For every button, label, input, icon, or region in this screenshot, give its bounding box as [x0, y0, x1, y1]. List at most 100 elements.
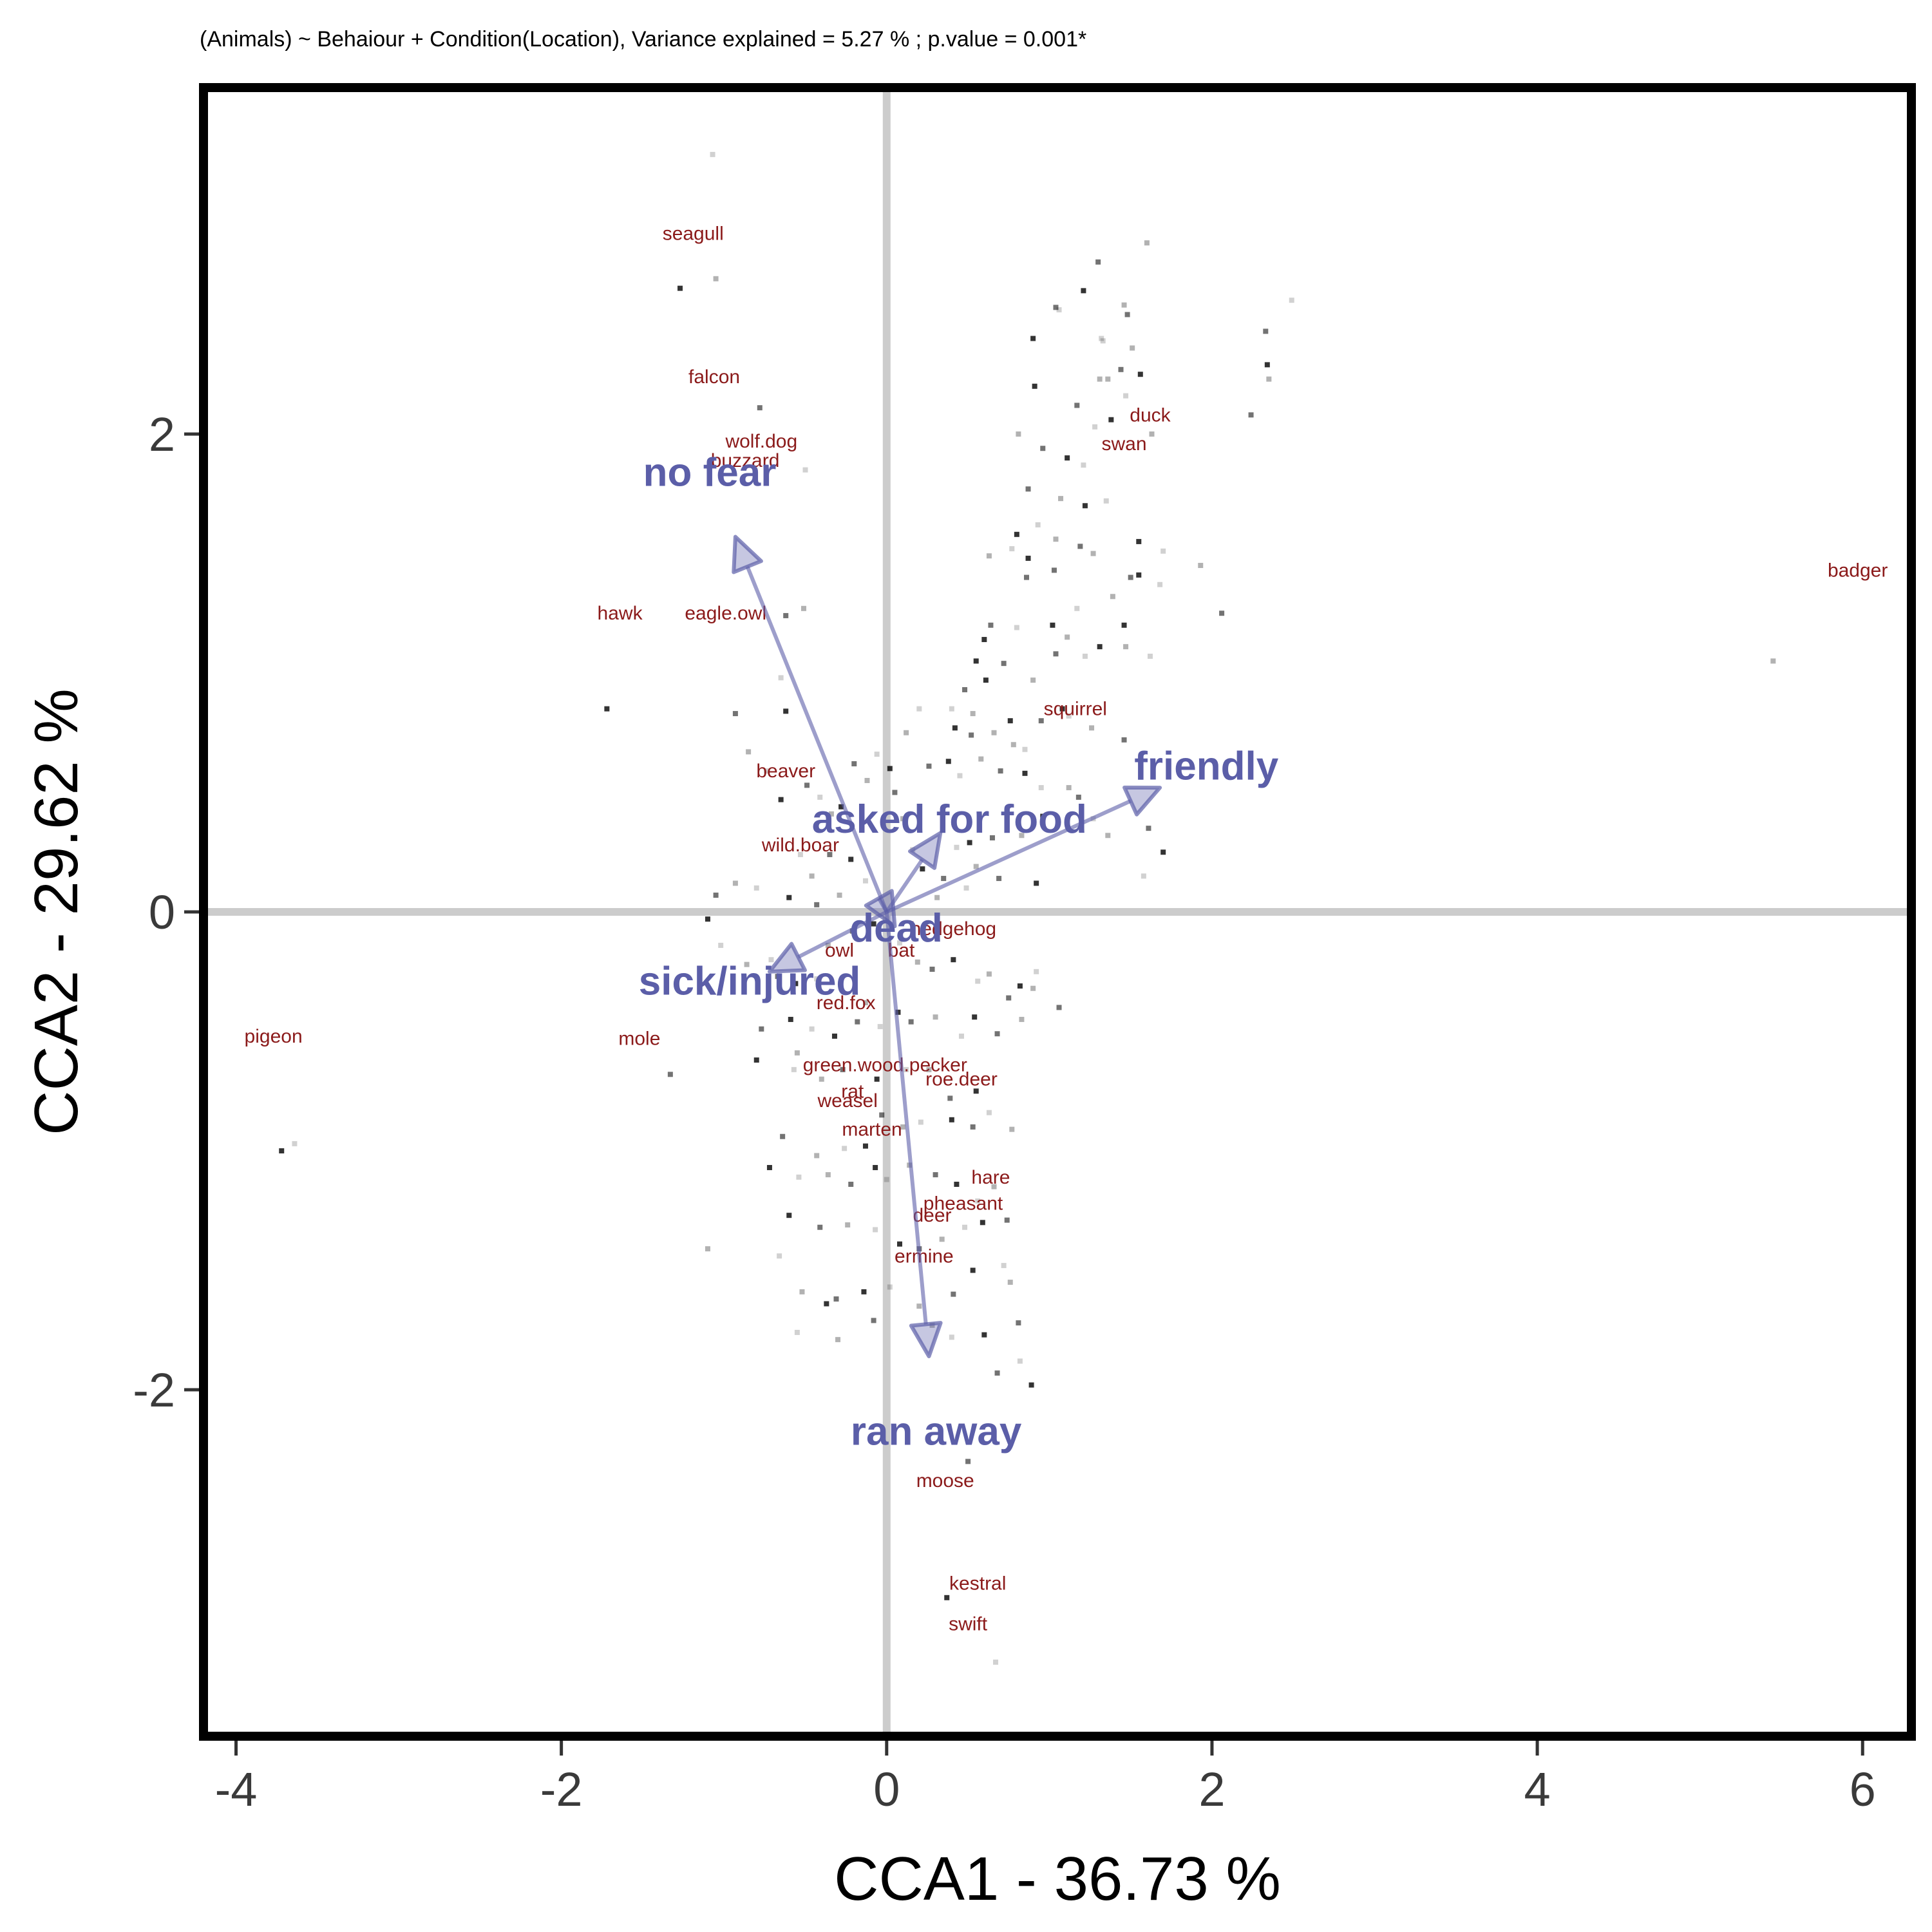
- site-point: [993, 1659, 999, 1665]
- species-label: wild.boar: [761, 835, 839, 856]
- arrow-head: [909, 1321, 943, 1359]
- site-point: [777, 1253, 782, 1259]
- arrow-head: [1122, 785, 1162, 817]
- site-point: [862, 878, 868, 884]
- y-axis-title: CCA2 - 29.62 %: [22, 688, 91, 1135]
- site-point: [1065, 634, 1070, 640]
- site-point: [1040, 446, 1046, 451]
- site-point: [827, 851, 833, 857]
- site-point: [1017, 983, 1023, 989]
- site-point: [908, 1019, 914, 1025]
- site-point: [1009, 1126, 1015, 1132]
- site-point: [1051, 567, 1057, 573]
- site-point: [897, 940, 903, 946]
- site-point: [996, 876, 1002, 882]
- site-point: [972, 1014, 978, 1020]
- site-point: [837, 893, 842, 898]
- site-point: [963, 885, 969, 891]
- site-point: [1010, 742, 1016, 748]
- site-point: [864, 777, 870, 783]
- site-point: [842, 1146, 848, 1151]
- site-point: [926, 763, 932, 769]
- site-point: [991, 1184, 997, 1189]
- site-point: [958, 1033, 964, 1039]
- site-point: [1056, 307, 1062, 313]
- site-point: [604, 706, 610, 712]
- site-point: [835, 1337, 841, 1343]
- panel-border: [199, 83, 1916, 1741]
- site-point: [975, 1198, 981, 1204]
- site-point: [802, 467, 808, 473]
- site-point: [1025, 486, 1031, 492]
- site-point: [1006, 995, 1012, 1001]
- y-tick-label: 0: [149, 886, 175, 939]
- site-point: [1053, 651, 1059, 657]
- site-point: [1030, 677, 1036, 683]
- site-point: [991, 730, 997, 735]
- site-point: [933, 1172, 938, 1178]
- site-point: [732, 880, 738, 886]
- site-point: [667, 1072, 673, 1077]
- site-point: [786, 895, 792, 900]
- site-point: [1074, 402, 1080, 408]
- site-point: [1136, 572, 1142, 578]
- site-point: [1016, 431, 1021, 437]
- site-point: [794, 1050, 800, 1056]
- site-point: [914, 959, 920, 965]
- site-point: [916, 1303, 922, 1309]
- site-point: [904, 1066, 909, 1072]
- site-point: [1266, 376, 1272, 382]
- species-label: kestral: [949, 1573, 1006, 1595]
- site-point: [1097, 644, 1103, 650]
- species-label: beaver: [756, 761, 815, 782]
- site-point: [809, 873, 815, 879]
- species-label: duck: [1130, 404, 1171, 426]
- site-point: [918, 1119, 923, 1125]
- arrow-shaft: [877, 897, 889, 913]
- y-tick-label: -2: [133, 1363, 175, 1417]
- site-point: [1141, 873, 1146, 879]
- site-point: [814, 902, 820, 907]
- site-point: [1001, 661, 1007, 667]
- x-axis-title: CCA1 - 36.73 %: [834, 1844, 1281, 1913]
- site-point: [941, 876, 947, 882]
- site-point: [944, 1595, 950, 1600]
- species-label: moose: [916, 1470, 974, 1492]
- site-point: [949, 706, 954, 712]
- site-point: [1030, 336, 1036, 341]
- site-point: [1007, 718, 1013, 724]
- site-point: [874, 752, 880, 757]
- site-point: [1034, 880, 1039, 886]
- site-point: [1121, 737, 1127, 743]
- site-point: [967, 840, 972, 846]
- site-point: [1081, 288, 1086, 294]
- site-point: [887, 1284, 893, 1290]
- site-point: [1024, 574, 1030, 580]
- site-point: [1034, 969, 1039, 974]
- site-point: [1075, 794, 1081, 800]
- site-point: [954, 844, 960, 850]
- site-point: [934, 895, 940, 900]
- species-label: seagull: [663, 223, 724, 244]
- site-point: [962, 687, 968, 692]
- arrow-shaft: [884, 911, 928, 1325]
- site-point: [1082, 654, 1088, 659]
- site-point: [744, 961, 750, 967]
- site-point: [1770, 658, 1776, 664]
- species-label: green.wood.pecker: [803, 1054, 967, 1075]
- site-point: [1019, 833, 1025, 838]
- site-point: [1137, 372, 1143, 377]
- arrow-label: dead: [849, 906, 943, 951]
- site-point: [783, 708, 789, 714]
- site-point: [800, 605, 806, 611]
- site-point: [753, 1057, 759, 1063]
- site-point: [1066, 785, 1072, 791]
- site-point: [791, 1066, 797, 1072]
- site-point: [710, 151, 715, 157]
- species-label: hedgehog: [911, 918, 996, 940]
- site-point: [786, 1213, 792, 1218]
- site-point: [954, 1181, 960, 1187]
- species-label: badger: [1828, 560, 1888, 581]
